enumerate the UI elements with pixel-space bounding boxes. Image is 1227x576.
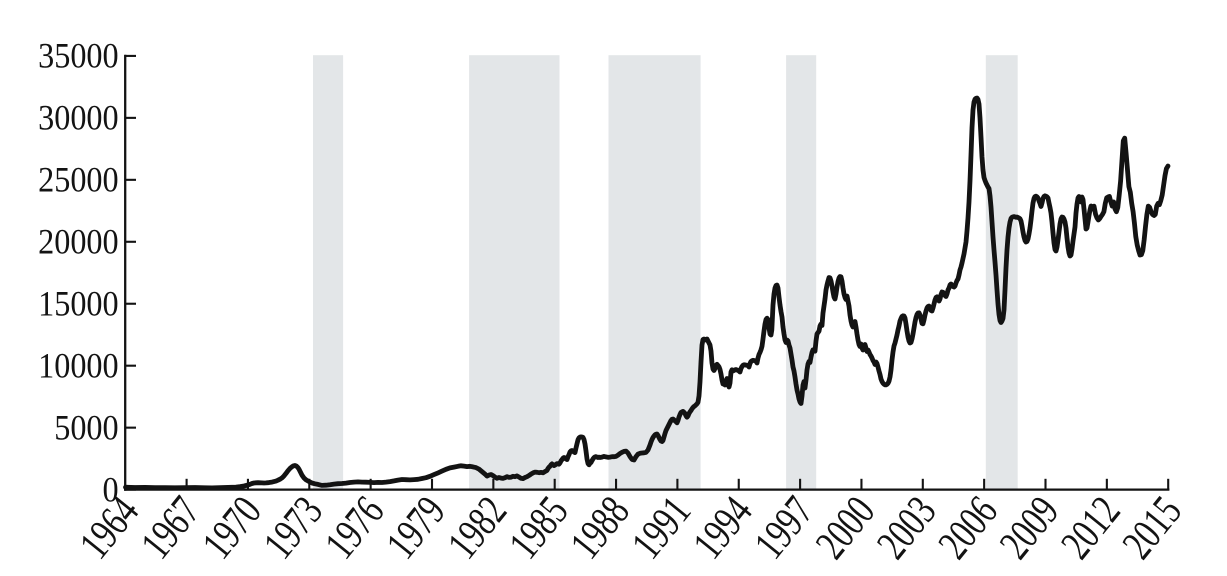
svg-text:10000: 10000	[38, 347, 118, 386]
svg-text:0: 0	[103, 471, 119, 510]
svg-text:15000: 15000	[38, 285, 118, 324]
svg-text:25000: 25000	[38, 161, 118, 200]
svg-text:35000: 35000	[38, 37, 118, 76]
svg-text:5000: 5000	[54, 409, 118, 448]
svg-text:20000: 20000	[38, 223, 118, 262]
svg-text:30000: 30000	[38, 99, 118, 138]
